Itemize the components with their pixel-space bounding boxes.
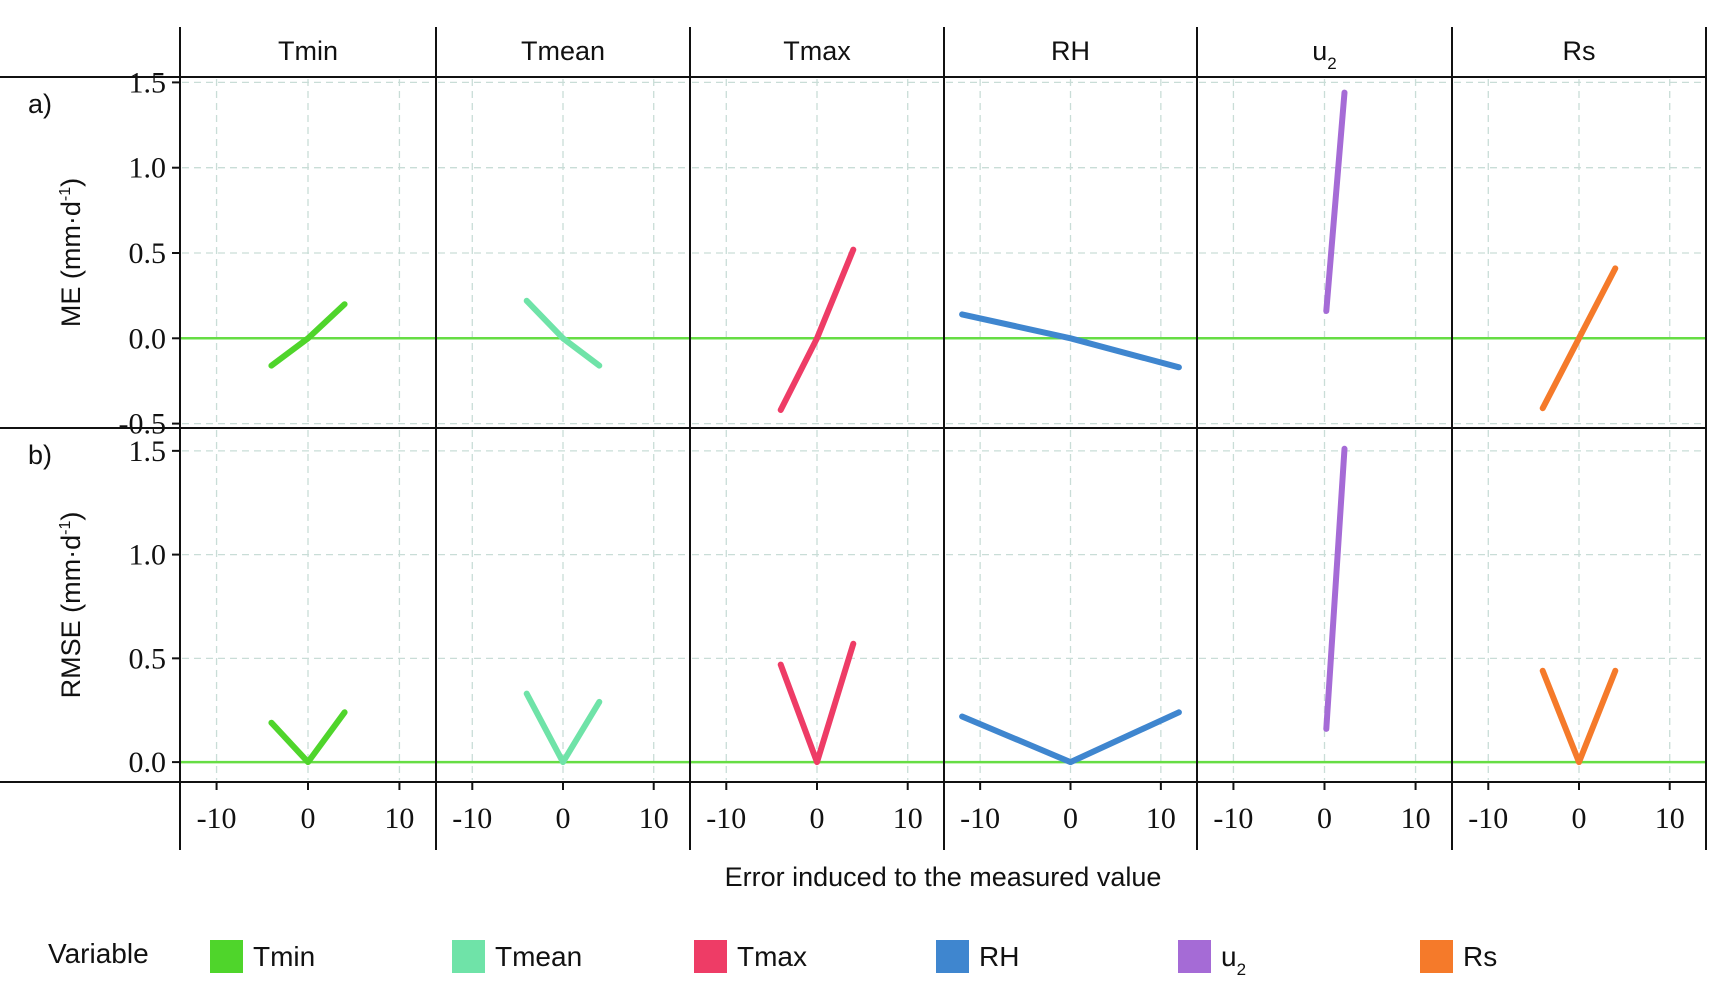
xtick-label: 0	[1317, 802, 1332, 835]
series-line-me-tmean	[523, 297, 603, 369]
facet-title-tmax: Tmax	[783, 36, 851, 66]
xtick-label: -10	[452, 802, 492, 835]
series-line-rmse-tmin	[268, 709, 348, 766]
ytick-label: 1.0	[129, 539, 167, 572]
xtick-label: 0	[1063, 802, 1078, 835]
series-line-rmse-u	[1323, 445, 1348, 732]
series-line-rmse-tmean	[523, 690, 603, 766]
legend-item-rs: Rs	[1463, 941, 1497, 972]
legend-swatch-tmean	[452, 940, 485, 973]
facet-title-rh: RH	[1051, 36, 1090, 66]
ytick-label: 0.5	[129, 642, 167, 675]
ylabel-me: ME (mm·d-1)	[56, 178, 86, 327]
series-line-me-u	[1323, 89, 1348, 314]
facet-title-u: u2	[1312, 36, 1337, 73]
legend-item-rh: RH	[979, 941, 1019, 972]
xtick-label: 10	[1401, 802, 1431, 835]
row-label-a: a)	[28, 89, 52, 119]
ytick-label: 0.0	[129, 746, 167, 779]
legend-item-tmax: Tmax	[737, 941, 807, 972]
xtick-label: 10	[384, 802, 414, 835]
legend-title: Variable	[48, 938, 149, 969]
ytick-label: 0.0	[129, 322, 167, 355]
row-label-b: b)	[28, 440, 52, 470]
facet-title-tmin: Tmin	[278, 36, 338, 66]
facet-title-tmean: Tmean	[521, 36, 605, 66]
legend-swatch-tmax	[694, 940, 727, 973]
xtick-label: 0	[556, 802, 571, 835]
legend-item-tmean: Tmean	[495, 941, 582, 972]
ylabel-rmse: RMSE (mm·d-1)	[56, 512, 86, 699]
legend-swatch-tmin	[210, 940, 243, 973]
facet-title-rs: Rs	[1563, 36, 1596, 66]
labels-layer: Tmin Tmean Tmax RH u2 Rs -0.5 0.0 0.5 1.0 1.5 a) ME …	[28, 36, 1685, 892]
xtick-label: 10	[893, 802, 923, 835]
legend-swatch-rh	[936, 940, 969, 973]
legend-item-tmin: Tmin	[253, 941, 315, 972]
ytick-label: 1.5	[129, 66, 167, 99]
xtick-label: -10	[1468, 802, 1508, 835]
series-layer	[268, 89, 1619, 766]
ytick-label: 1.5	[129, 435, 167, 468]
xtick-label: 0	[810, 802, 825, 835]
x-axis-title: Error induced to the measured value	[725, 862, 1162, 892]
series-line-rmse-rs	[1539, 667, 1619, 766]
series-line-me-rh	[959, 311, 1182, 371]
xtick-label: 10	[1146, 802, 1176, 835]
xtick-label: -10	[960, 802, 1000, 835]
series-line-me-rs	[1539, 265, 1619, 412]
xtick-label: 10	[639, 802, 669, 835]
legend-swatch-u	[1178, 940, 1211, 973]
ytick-label: -0.5	[119, 408, 167, 441]
legend-item-u: u2	[1221, 941, 1246, 979]
series-line-me-tmin	[268, 301, 348, 369]
legend-swatch-rs	[1420, 940, 1453, 973]
xtick-label: -10	[706, 802, 746, 835]
xtick-label: 0	[301, 802, 316, 835]
series-line-rmse-rh	[959, 709, 1182, 766]
xtick-label: 10	[1655, 802, 1685, 835]
panel-frames	[0, 27, 1707, 850]
series-line-me-tmax	[777, 246, 857, 413]
xtick-label: -10	[197, 802, 237, 835]
ytick-label: 1.0	[129, 152, 167, 185]
xtick-label: -10	[1213, 802, 1253, 835]
legend: Variable Tmin Tmean Tmax RH u2 Rs	[48, 938, 1497, 979]
ytick-label: 0.5	[129, 237, 167, 270]
xtick-label: 0	[1572, 802, 1587, 835]
series-line-rmse-tmax	[777, 640, 857, 766]
